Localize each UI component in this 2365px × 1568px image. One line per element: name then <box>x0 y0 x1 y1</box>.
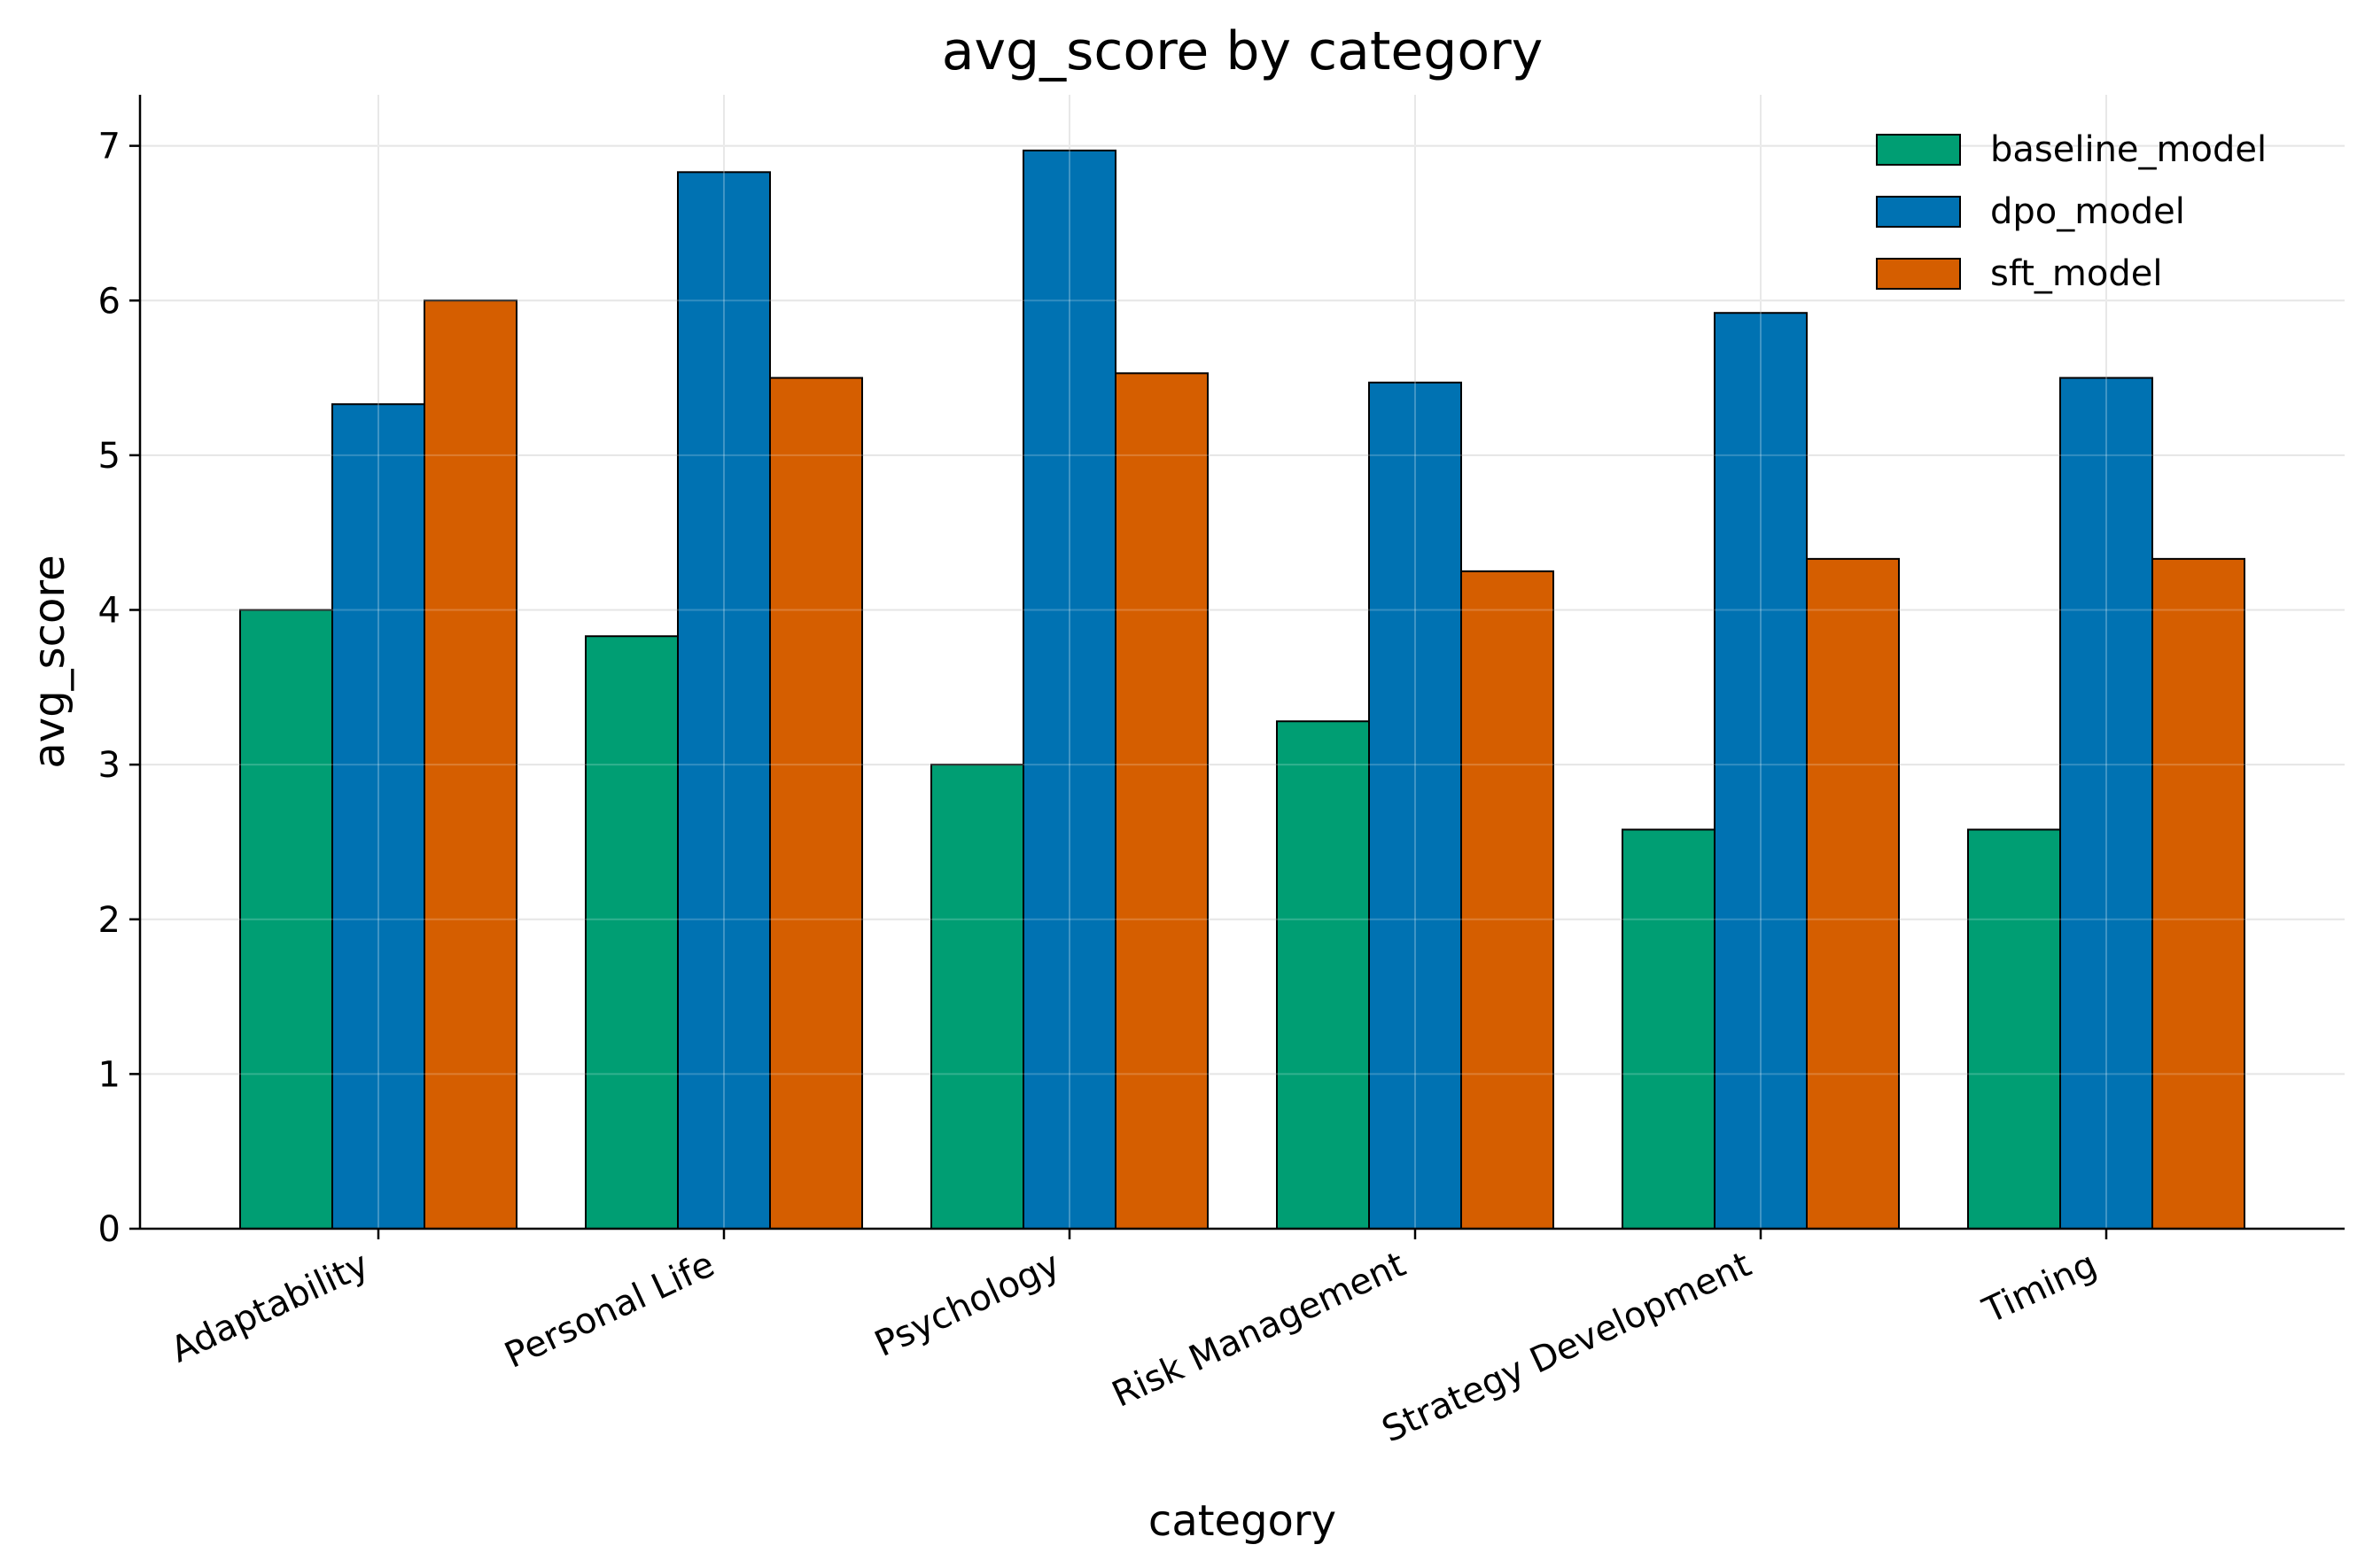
legend-swatch-sft_model <box>1876 258 1961 290</box>
legend: baseline_model dpo_model sft_model <box>1876 129 2267 294</box>
bar-baseline_model-4 <box>1622 828 1715 1230</box>
y-tick-label: 5 <box>98 436 121 477</box>
axes <box>138 95 2345 1230</box>
x-tick-label: Adaptability <box>165 1244 375 1370</box>
bar-dpo_model-2 <box>1023 149 1116 1230</box>
legend-swatch-baseline_model <box>1876 134 1961 166</box>
bar-dpo_model-1 <box>677 171 771 1230</box>
bar-baseline_model-5 <box>1967 828 2061 1230</box>
bar-dpo_model-0 <box>331 403 425 1230</box>
chart-title: avg_score by category <box>942 20 1544 82</box>
bar-dpo_model-4 <box>1714 312 1808 1230</box>
x-tick-label: Psychology <box>868 1244 1066 1365</box>
legend-label-baseline_model: baseline_model <box>1990 129 2267 170</box>
y-tick-label: 1 <box>98 1054 121 1095</box>
bars <box>140 95 2345 1230</box>
bar-sft_model-3 <box>1460 570 1554 1230</box>
y-tick-label: 0 <box>98 1209 121 1250</box>
x-tick-label: Risk Management <box>1106 1244 1412 1415</box>
y-axis-label: avg_score <box>25 555 74 768</box>
bar-sft_model-5 <box>2151 557 2245 1230</box>
x-axis-label: category <box>1148 1496 1336 1546</box>
bar-baseline_model-3 <box>1276 720 1370 1230</box>
legend-swatch-dpo_model <box>1876 196 1961 228</box>
y-tick-label: 7 <box>98 127 121 167</box>
bar-dpo_model-3 <box>1368 381 1462 1230</box>
bar-dpo_model-5 <box>2059 376 2153 1230</box>
legend-label-dpo_model: dpo_model <box>1990 191 2185 232</box>
legend-label-sft_model: sft_model <box>1990 253 2162 294</box>
y-tick-label: 4 <box>98 591 121 632</box>
x-tick-label: Timing <box>1976 1244 2103 1331</box>
bar-baseline_model-1 <box>585 635 679 1230</box>
y-tick-label: 6 <box>98 281 121 322</box>
y-tick-label: 3 <box>98 745 121 786</box>
y-tick-label: 2 <box>98 900 121 941</box>
x-tick-label: Personal Life <box>499 1244 720 1376</box>
bar-sft_model-2 <box>1115 372 1209 1230</box>
x-tick-label: Strategy Development <box>1376 1244 1757 1450</box>
bar-sft_model-4 <box>1806 557 1900 1230</box>
bar-sft_model-1 <box>769 376 863 1230</box>
bar-baseline_model-2 <box>930 764 1024 1230</box>
